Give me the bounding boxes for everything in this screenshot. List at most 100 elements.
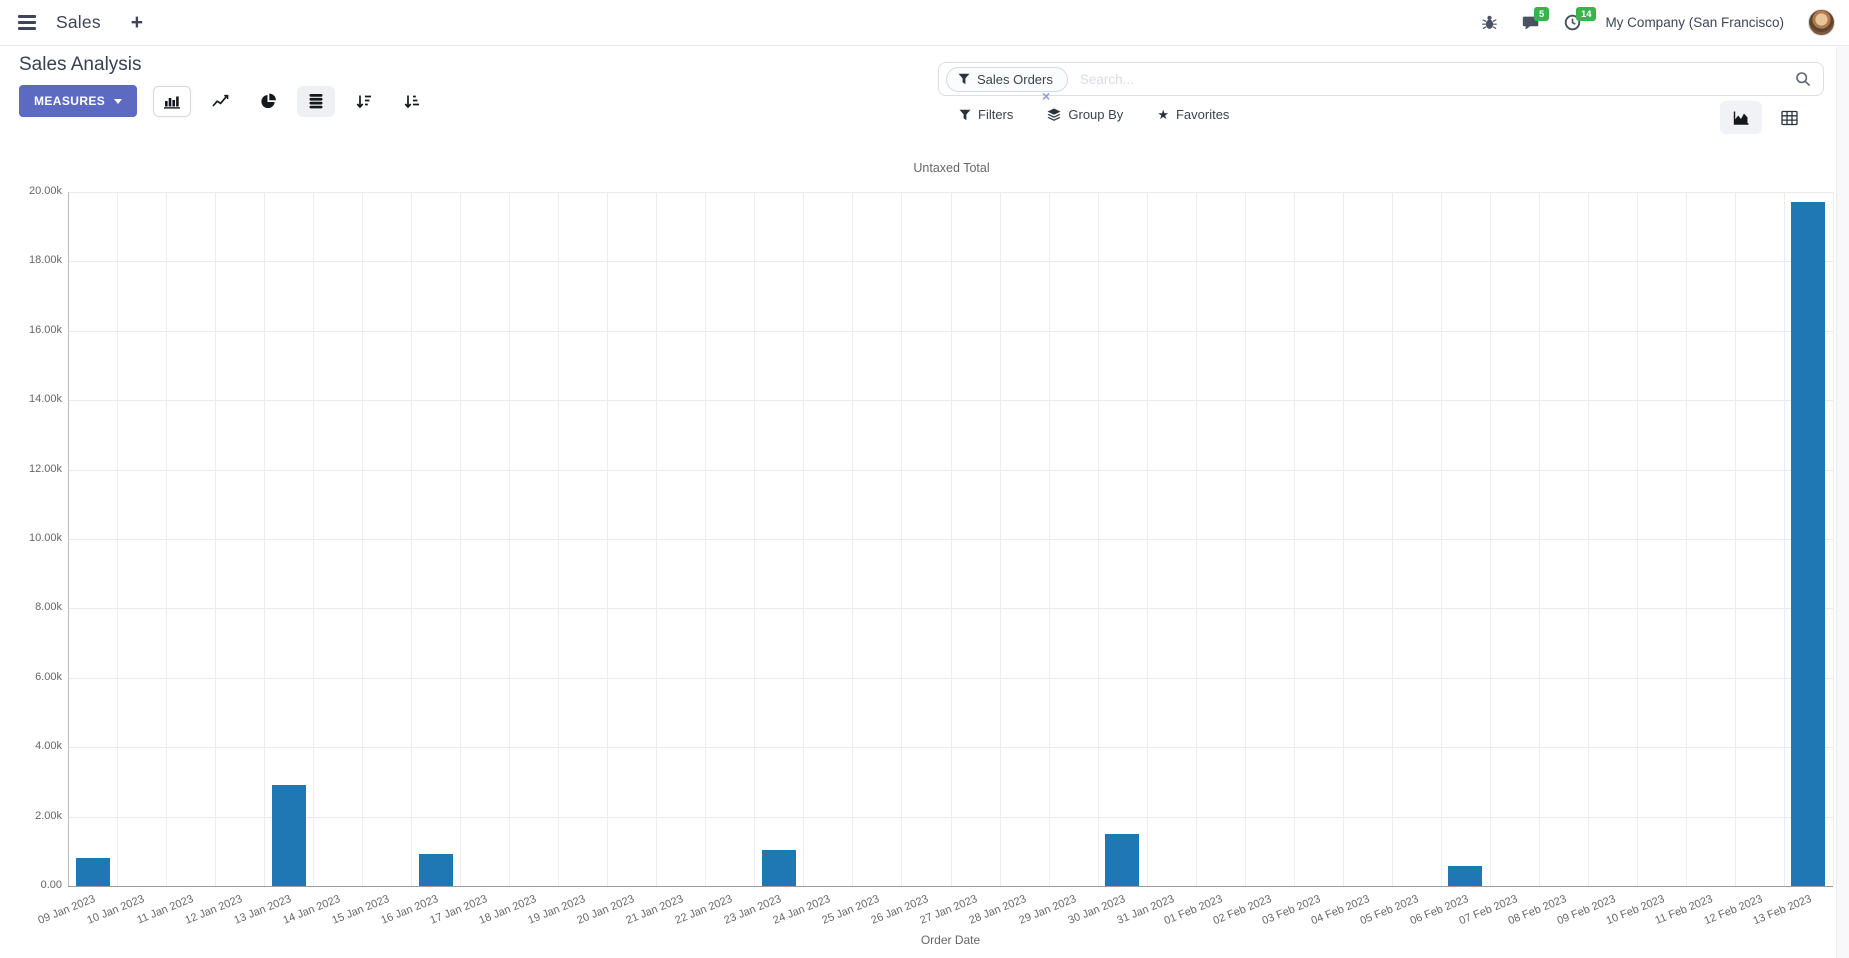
gridline [901,192,903,886]
sort-ascending-icon [404,95,420,108]
sort-descending-icon [356,95,372,108]
pie-chart-button[interactable] [249,86,287,117]
facet-label: Sales Orders [977,71,1053,87]
gridline [509,192,511,886]
gridline [950,192,952,886]
gridline [411,192,413,886]
favorites-button[interactable]: ★ Favorites [1157,107,1229,122]
group-by-button[interactable]: Group By [1047,107,1123,122]
plot-area: 0.00 2.00k 4.00k 6.00k 8.00k 10.00k 12.00k 14.0… [0,141,1849,958]
sort-ascending-button[interactable] [393,86,431,117]
y-axis-label: 20.00k [28,185,62,197]
activities-clock-icon[interactable]: 14 [1564,7,1597,31]
gridline [460,192,462,886]
bar-16-jan-2023[interactable] [419,854,453,886]
gridline [1685,192,1687,886]
gridline [999,192,1001,886]
gridline [1587,192,1589,886]
search-bar[interactable]: Sales Orders × [938,62,1824,103]
bar-30-jan-2023[interactable] [1105,834,1139,886]
menu-icon[interactable] [14,11,40,34]
company-switcher[interactable]: My Company (San Francisco) [1605,15,1784,30]
gridline [1244,192,1246,886]
control-panel: Sales Analysis MEASURES [0,47,1849,141]
y-axis-line [68,192,69,886]
bar-09-jan-2023[interactable] [76,858,110,886]
gridline [803,192,805,886]
favorites-label: Favorites [1175,107,1230,122]
measures-button[interactable]: MEASURES [19,85,138,117]
y-axis-label: 6.00k [35,670,62,683]
filter-funnel-icon [958,73,970,85]
y-axis-label: 18.00k [28,254,62,267]
gridline [215,192,217,886]
pie-chart-icon [261,93,276,108]
gridline [1293,192,1295,886]
scrollbar-gutter[interactable] [1836,47,1849,958]
gridline [1097,192,1099,886]
graph-view-icon [1733,111,1749,125]
legend-label: Untaxed Total [913,161,990,175]
gridline [1048,192,1050,886]
line-chart-button[interactable] [201,86,239,117]
search-icon[interactable] [1795,71,1811,87]
y-axis-label: 10.00k [28,532,62,544]
gridline [754,192,756,886]
y-axis-label: 14.00k [28,393,62,406]
remove-facet-icon[interactable]: × [1042,88,1051,104]
gridline [1391,192,1393,886]
plus-icon[interactable]: + [130,11,144,34]
gridline [607,192,609,886]
y-axis-label: 4.00k [35,740,62,753]
gridline [117,192,119,886]
gridline [656,192,658,886]
pivot-view-button[interactable] [1768,101,1810,134]
x-axis-line [68,886,1833,887]
y-axis-label: 8.00k [35,601,62,614]
gridline [1833,192,1834,886]
view-switcher [1720,101,1810,134]
filters-button[interactable]: Filters [959,107,1013,122]
avatar[interactable] [1808,9,1835,36]
y-axis-label: 0.00 [40,879,62,891]
bar-chart: Untaxed Total 0.00 2.00k 4.00k 6.00k 8.00k 10… [0,141,1849,958]
bar-06-feb-2023[interactable] [1448,866,1482,886]
gridline [558,192,560,886]
line-chart-icon [212,94,229,107]
app-name[interactable]: Sales [56,12,101,32]
gridline [705,192,707,886]
gridline [1195,192,1197,886]
bar-13-feb-2023[interactable] [1791,202,1825,886]
search-facet-sales-orders[interactable]: Sales Orders [946,66,1068,92]
gridline [1489,192,1491,886]
stacked-button[interactable] [297,85,336,117]
group-by-label: Group By [1068,107,1124,122]
filter-funnel-icon [959,109,971,121]
gridline [1636,192,1638,886]
x-axis-title: Order Date [920,933,981,947]
messages-icon[interactable]: 5 [1522,7,1549,31]
chart-legend[interactable]: Untaxed Total [0,161,1849,175]
bug-icon[interactable] [1481,14,1498,31]
bar-13-jan-2023[interactable] [272,785,306,886]
bar-chart-button[interactable] [153,85,192,117]
gridline [1783,192,1785,886]
gridline [264,192,266,886]
gridline [362,192,364,886]
page-title: Sales Analysis [19,54,142,75]
bar-23-jan-2023[interactable] [762,850,796,886]
graph-view-button[interactable] [1720,101,1762,134]
gridline [1342,192,1344,886]
bar-chart-icon [163,96,180,109]
top-navbar: Sales + 5 14 [0,0,1849,46]
measures-label: MEASURES [34,94,106,108]
y-axis-label: 12.00k [28,462,62,475]
search-input[interactable] [1077,70,1795,88]
sort-descending-button[interactable] [345,86,383,117]
gridline [1440,192,1442,886]
gridline [852,192,854,886]
pivot-view-icon [1780,110,1798,125]
gridline [313,192,315,886]
y-axis-label: 2.00k [35,809,62,822]
